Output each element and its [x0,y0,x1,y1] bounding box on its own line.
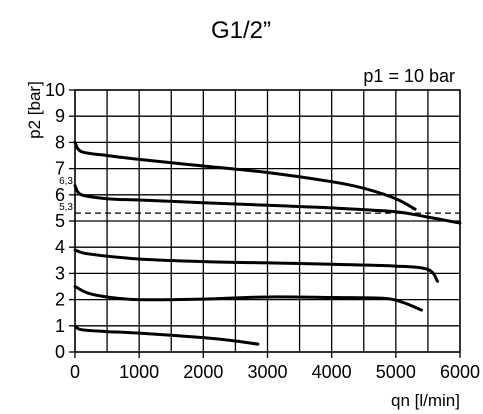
series-line [73,285,423,312]
y-tick-label: 10 [45,80,65,100]
x-tick-label: 0 [70,362,80,382]
y-tick-label: 1 [55,316,65,336]
chart-annotation: p1 = 10 bar [363,66,455,86]
x-tick-label: 5000 [376,362,416,382]
y-tick-label: 5 [55,211,65,231]
x-axis-title: qn [l/min] [391,391,460,410]
grid [75,90,460,352]
chart-title: G1/2” [211,17,271,44]
y-tick-label: 0 [55,342,65,362]
y-tick-label: 4 [55,237,65,257]
series-line [73,140,417,211]
y-tick-label: 9 [55,106,65,126]
x-tick-label: 3000 [247,362,287,382]
x-tick-label: 1000 [119,362,159,382]
reference-line-label: 5,3 [59,202,73,213]
x-tick-labels: 0 1000 2000 3000 4000 5000 6000 [70,362,480,382]
y-tick-label: 7 [55,159,65,179]
series-line [73,184,462,225]
y-tick-labels: 0 1 2 3 4 5 6 7 8 9 10 [45,80,65,362]
reference-line-label: 6,3 [59,176,73,187]
x-tick-label: 6000 [440,362,480,382]
plot-frame [69,89,461,358]
x-tick-label: 2000 [183,362,223,382]
y-axis-title: p2 [bar] [25,81,44,139]
y-tick-label: 2 [55,290,65,310]
y-tick-label: 6 [55,185,65,205]
y-tick-label: 8 [55,132,65,152]
series-line [73,324,260,346]
plot-border [74,89,461,353]
series-line [73,248,439,283]
x-tick-label: 4000 [312,362,352,382]
series-lines [73,140,462,346]
y-tick-label: 3 [55,263,65,283]
